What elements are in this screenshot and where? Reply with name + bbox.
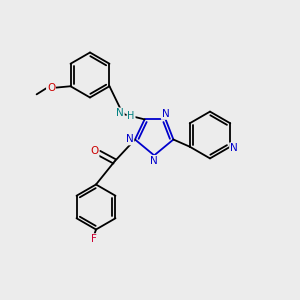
Text: O: O — [90, 146, 99, 157]
Text: N: N — [230, 143, 238, 153]
Text: N: N — [116, 108, 124, 118]
Text: H: H — [128, 111, 135, 121]
Text: O: O — [47, 83, 55, 93]
Text: N: N — [150, 156, 158, 166]
Text: N: N — [126, 134, 134, 145]
Text: N: N — [162, 109, 170, 119]
Text: F: F — [91, 234, 97, 244]
